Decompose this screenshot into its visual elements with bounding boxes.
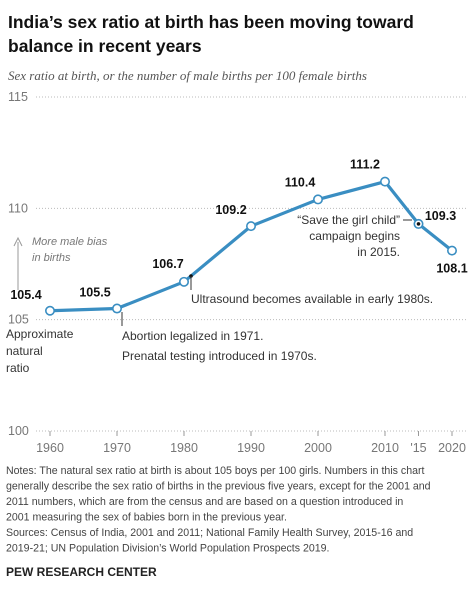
note: Notes: The natural sex ratio at birth is… — [6, 465, 425, 477]
x-tick-label: 1990 — [237, 441, 265, 455]
y-tick-label: 110 — [8, 201, 28, 215]
value-label: 110.4 — [285, 175, 316, 189]
annotation: Approximate — [6, 327, 74, 341]
annotation: Abortion legalized in 1971. — [122, 329, 263, 343]
annotation: Prenatal testing introduced in 1970s. — [122, 349, 317, 363]
data-point — [379, 176, 390, 187]
value-label: 105.5 — [79, 286, 110, 300]
chart-title: India’s sex ratio at birth has been movi… — [8, 12, 414, 32]
value-label: 109.2 — [215, 203, 246, 217]
value-label: 105.4 — [10, 288, 41, 302]
data-point — [112, 303, 123, 314]
value-label: 108.1 — [436, 262, 467, 276]
data-point — [179, 276, 190, 287]
note: 2019-21; UN Population Division’s World … — [6, 543, 330, 555]
source: PEW RESEARCH CENTER — [6, 565, 157, 579]
y-tick-label: 115 — [8, 90, 28, 104]
data-point — [44, 305, 55, 316]
x-tick-label: 1980 — [170, 441, 198, 455]
chart-title: balance in recent years — [8, 36, 202, 56]
annotation: More male bias — [32, 236, 108, 248]
data-point — [446, 245, 457, 256]
x-tick-label: 2020 — [438, 441, 466, 455]
marker — [416, 222, 421, 226]
annotation: ratio — [6, 361, 30, 375]
annotation: “Save the girl child” — [297, 213, 400, 227]
x-tick-label: 1960 — [36, 441, 64, 455]
value-label: 111.2 — [350, 158, 380, 172]
annotation: natural — [6, 344, 43, 358]
arrow-head — [13, 236, 23, 247]
annotation: campaign begins — [309, 229, 400, 243]
y-tick-label: 105 — [8, 313, 29, 327]
annotation: in births — [32, 252, 71, 264]
note: 2001 measuring the sex of babies born in… — [6, 512, 287, 524]
note: 2011 numbers, which are from the census … — [6, 496, 403, 508]
subtitle: Sex ratio at birth, or the number of mal… — [8, 68, 367, 83]
data-line — [49, 180, 453, 313]
y-tick-label: 100 — [8, 424, 29, 438]
x-tick-label: 2010 — [371, 441, 399, 455]
x-tick-label: 1970 — [103, 441, 131, 455]
data-point — [246, 221, 257, 232]
value-label: 106.7 — [152, 257, 183, 271]
annotation: Ultrasound becomes available in early 19… — [191, 292, 433, 306]
value-label: 109.3 — [425, 209, 456, 223]
data-point — [312, 194, 323, 205]
x-tick-label: 2000 — [304, 441, 332, 455]
annotation: in 2015. — [357, 245, 400, 259]
note: generally describe the sex ratio of birt… — [6, 481, 431, 493]
x-tick-label: '15 — [410, 441, 426, 455]
note: Sources: Census of India, 2001 and 2011;… — [6, 527, 413, 539]
